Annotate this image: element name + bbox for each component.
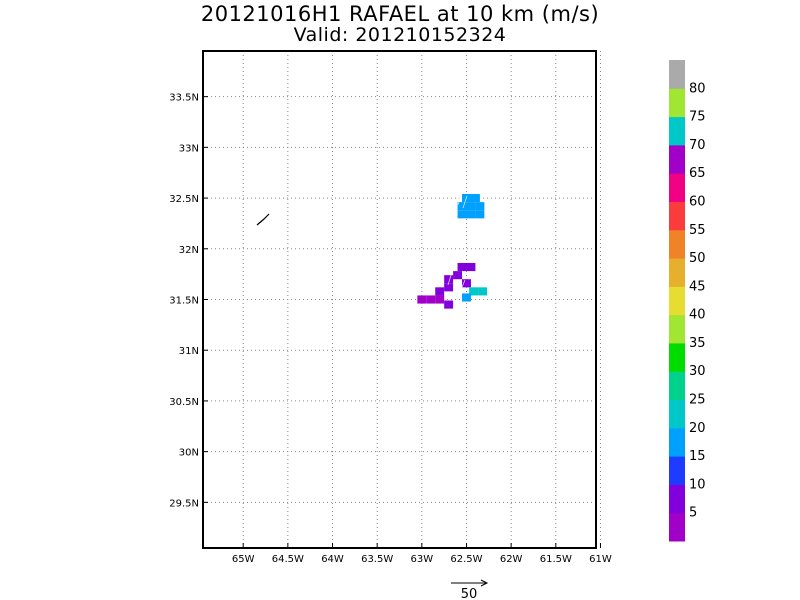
data-cell-21: [462, 293, 471, 302]
colorbar-swatch-12: [669, 173, 685, 202]
x-tick-label-0: 65W: [232, 554, 255, 565]
wind-vector-6: [447, 271, 453, 286]
y-tick-label-7: 33N: [179, 143, 199, 154]
data-cell-10: [453, 271, 463, 280]
plot-marks: [256, 183, 468, 293]
colorbar-swatch-14: [669, 116, 685, 146]
grid-lines: [203, 51, 601, 548]
x-tick-label-8: 61W: [589, 554, 612, 565]
colorbar-label-8: 45: [689, 279, 706, 294]
y-tick-label-6: 32.5N: [169, 194, 199, 205]
x-tick-label-3: 63.5W: [361, 554, 393, 565]
x-tick-label-7: 61.5W: [540, 554, 572, 565]
colorbar-label-2: 15: [689, 449, 706, 464]
colorbar-swatch-2: [669, 456, 685, 485]
data-cell-18: [444, 300, 454, 309]
data-cell-19: [469, 287, 479, 296]
colorbar: 5 10 15 20 25 30 35 40 45 50 55 60 65 70 75 80: [669, 60, 706, 542]
colorbar-label-12: 65: [689, 166, 706, 181]
colorbar-swatch-13: [669, 144, 685, 174]
data-cell-14: [435, 287, 445, 296]
y-tick-label-1: 30N: [179, 448, 199, 459]
colorbar-label-1: 10: [689, 477, 706, 492]
vector-scale: 50: [451, 579, 489, 600]
colorbar-swatch-9: [669, 258, 685, 287]
x-tick-labels: 65W 64.5W 64W 63.5W 63W 62.5W 62W 61.5W 61W: [232, 554, 612, 565]
colorbar-label-14: 75: [689, 110, 706, 125]
colorbar-swatch-15: [669, 88, 685, 118]
colorbar-label-0: 5: [689, 506, 697, 521]
colorbar-swatch-10: [669, 229, 685, 259]
wind-vector-4: [459, 279, 466, 293]
colorbar-swatch-16: [669, 60, 685, 89]
colorbar-label-6: 35: [689, 336, 706, 351]
colorbar-swatch-6: [669, 342, 685, 372]
data-cell-9: [457, 262, 467, 272]
data-cell-5: [475, 210, 485, 219]
data-cell-3: [457, 210, 467, 219]
wind-vector-3: [454, 257, 457, 271]
vector-scale-arrowhead: [480, 579, 489, 587]
wind-vector-1: [457, 189, 463, 206]
y-tick-label-2: 30.5N: [169, 397, 199, 408]
chart-subtitle: Valid: 201210152324: [293, 24, 507, 46]
x-tick-label-4: 63W: [411, 554, 434, 565]
data-cell-20: [478, 287, 488, 296]
colorbar-label-3: 20: [689, 421, 706, 436]
x-tick-label-1: 64.5W: [272, 554, 304, 565]
y-tick-label-4: 31.5N: [169, 296, 199, 307]
x-tick-label-5: 62.5W: [450, 554, 482, 565]
x-tick-label-2: 64W: [321, 554, 344, 565]
colorbar-label-10: 55: [689, 223, 706, 238]
colorbar-swatch-1: [669, 484, 685, 514]
data-cell-12: [444, 283, 454, 292]
y-tick-label-8: 33.5N: [169, 93, 199, 104]
colorbar-label-7: 40: [689, 308, 706, 323]
data-cell-17: [417, 295, 427, 304]
colorbar-swatch-0: [669, 512, 685, 542]
vector-scale-label: 50: [461, 587, 478, 600]
data-cell-11: [444, 275, 454, 284]
colorbar-label-4: 25: [689, 393, 706, 408]
data-cell-16: [426, 295, 436, 304]
y-tick-labels: 29.5N 30N 30.5N 31N 31.5N 32N 32.5N 33N 33.5N: [169, 93, 199, 510]
plot-frame: [202, 50, 597, 549]
x-tick-label-6: 62W: [500, 554, 523, 565]
colorbar-label-9: 50: [689, 251, 706, 266]
data-cell-15: [435, 295, 445, 304]
colorbar-label-5: 30: [689, 364, 706, 379]
data-cell-1: [466, 202, 476, 211]
colorbar-swatch-5: [669, 371, 685, 401]
wind-vector-0: [451, 183, 457, 201]
wind-vector-2: [462, 195, 468, 209]
colorbar-swatch-4: [669, 399, 685, 429]
colorbar-label-11: 60: [689, 194, 706, 209]
y-tick-label-0: 29.5N: [169, 498, 199, 509]
colorbar-swatch-8: [669, 286, 685, 316]
colorbar-swatch-3: [669, 427, 685, 457]
data-cell-0: [457, 202, 467, 211]
data-cell-4: [466, 210, 476, 219]
colorbar-label-13: 70: [689, 138, 706, 153]
colorbar-label-15: 80: [689, 81, 706, 96]
colorbar-swatch-7: [669, 314, 685, 344]
chart-title: 20121016H1 RAFAEL at 10 km (m/s): [200, 2, 600, 26]
data-cells: [417, 194, 488, 309]
data-cell-8: [466, 262, 476, 272]
data-cell-2: [475, 202, 485, 211]
y-tick-label-5: 32N: [179, 245, 199, 256]
wind-vector-5: [439, 267, 445, 279]
data-cell-13: [462, 279, 471, 288]
colorbar-swatch-11: [669, 201, 685, 231]
flight-track-tick: [257, 220, 263, 225]
y-tick-label-3: 31N: [179, 346, 199, 357]
data-cell-7: [470, 194, 480, 203]
